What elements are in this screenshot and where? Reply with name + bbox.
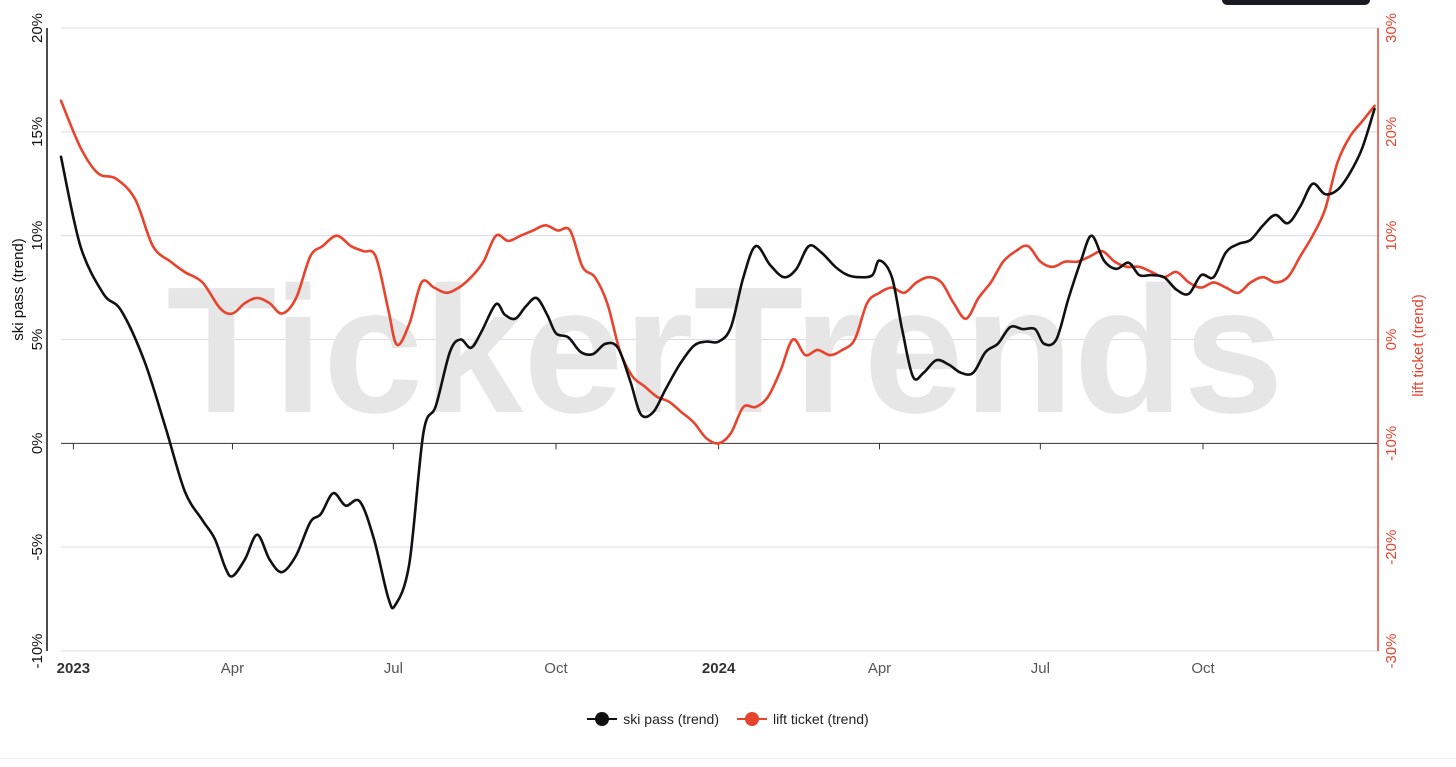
y-right-axis-title: lift ticket (trend) (1410, 294, 1427, 397)
x-tick-label: 2024 (702, 660, 736, 677)
x-tick-label: 2023 (57, 660, 90, 677)
y-left-tick-label: 20% (29, 13, 46, 43)
y-left-axis-title: ski pass (trend) (10, 238, 27, 341)
top-action-button[interactable] (1222, 0, 1370, 5)
x-tick-label: Jul (1031, 660, 1050, 677)
bottom-divider (0, 758, 1456, 759)
ski-pass-series-line (59, 107, 1376, 610)
y-right-tick-label: -30% (1383, 633, 1400, 668)
x-tick-label: Oct (544, 660, 568, 677)
y-left-tick-label: -10% (29, 633, 46, 668)
y-right-tick-label: 10% (1383, 221, 1400, 251)
legend-item-lift-ticket[interactable]: lift ticket (trend) (737, 711, 869, 727)
watermark-text: TickerTrends (166, 250, 1283, 451)
y-left-tick-label: 15% (29, 117, 46, 147)
legend: ski pass (trend) lift ticket (trend) (0, 706, 1456, 732)
x-tick-label: Apr (868, 660, 891, 677)
legend-item-ski-pass[interactable]: ski pass (trend) (587, 711, 719, 727)
x-tick-label: Jul (384, 660, 403, 677)
legend-label-ski-pass: ski pass (trend) (623, 711, 719, 727)
y-right-tick-label: -20% (1383, 530, 1400, 565)
y-left-tick-label: -5% (29, 534, 46, 561)
tick-labels: 2023 Apr Jul Oct 2024 Apr Jul Oct -10% -5% 0% 5% 10%… (10, 13, 1427, 677)
ski-pass-legend-marker (587, 712, 618, 726)
y-left-tick-label: 5% (29, 329, 46, 351)
y-left-tick-label: 10% (29, 221, 46, 251)
lift-ticket-legend-marker (737, 712, 767, 726)
y-right-tick-label: -10% (1383, 426, 1400, 461)
legend-label-lift-ticket: lift ticket (trend) (773, 711, 869, 727)
x-tick-label: Oct (1191, 660, 1215, 677)
y-right-tick-label: 20% (1383, 117, 1400, 147)
y-right-tick-label: 30% (1383, 13, 1400, 43)
x-tick-label: Apr (221, 660, 244, 677)
y-right-tick-label: 0% (1383, 329, 1400, 351)
gridlines (61, 27, 1378, 652)
series-lines (59, 99, 1376, 610)
y-left-tick-label: 0% (29, 432, 46, 454)
